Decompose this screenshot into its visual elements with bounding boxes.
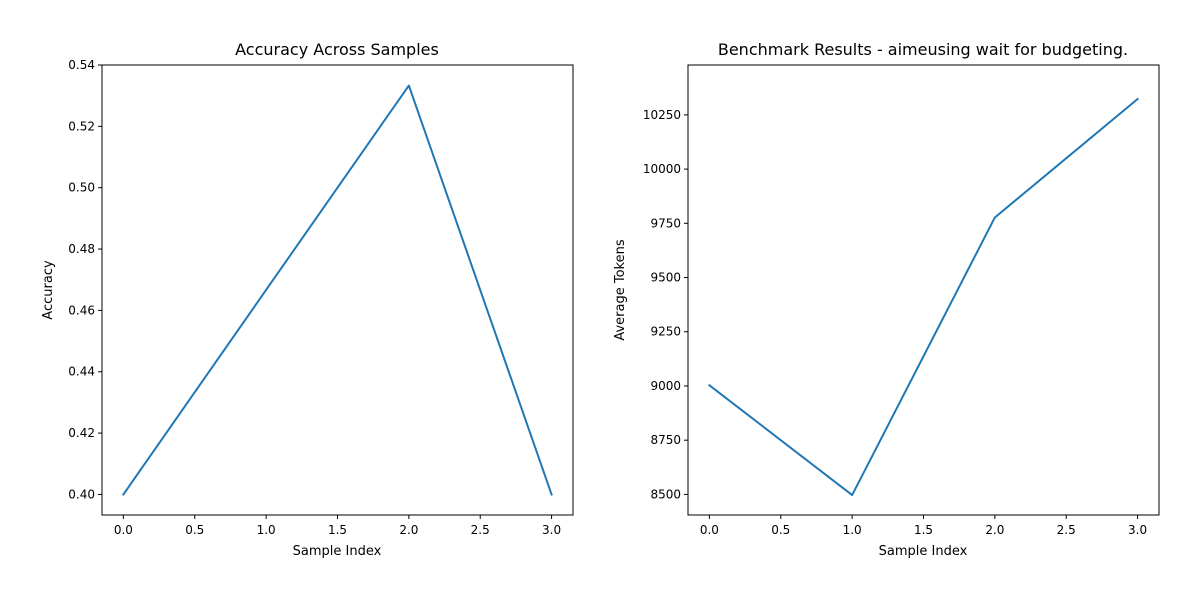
tick-group: 0.0 0.5 1.0 1.5 2.0 2.5 3.0 0.40 0.42 0.44 0.46 0.4… [68, 58, 561, 537]
x-tick-label: 3.0 [1128, 523, 1147, 537]
y-tick-label: 0.50 [68, 181, 95, 195]
x-tick-label: 1.5 [328, 523, 347, 537]
series-line [708, 97, 1139, 497]
x-tick-label: 2.5 [471, 523, 490, 537]
x-tick-label: 2.0 [399, 523, 418, 537]
y-tick-label: 0.40 [68, 487, 95, 501]
x-tick-label: 0.5 [771, 523, 790, 537]
y-tick-label: 0.46 [68, 303, 95, 317]
y-tick-label: 9000 [650, 379, 681, 393]
y-tick-label: 0.48 [68, 242, 95, 256]
y-tick-label: 9750 [650, 216, 681, 230]
accuracy-chart: Accuracy Across Samples 0.0 0.5 1.0 1.5 2.0 2… [41, 40, 574, 559]
x-tick-label: 0.5 [185, 523, 204, 537]
tokens-chart: Benchmark Results - aimeusing wait for b… [613, 40, 1160, 559]
y-tick-label: 0.52 [68, 119, 95, 133]
x-tick-label: 0.0 [114, 523, 133, 537]
x-axis-label: Sample Index [879, 544, 968, 559]
x-tick-label: 3.0 [542, 523, 561, 537]
y-tick-label: 8750 [650, 433, 681, 447]
plot-area-frame [687, 64, 1160, 516]
plot-area-frame [101, 64, 574, 516]
y-tick-label: 0.42 [68, 426, 95, 440]
y-tick-label: 10000 [643, 162, 681, 176]
x-tick-label: 1.0 [257, 523, 276, 537]
series-line [122, 84, 553, 496]
y-tick-label: 8500 [650, 487, 681, 501]
x-tick-label: 2.0 [985, 523, 1004, 537]
x-axis-label: Sample Index [293, 544, 382, 559]
y-tick-label: 10250 [643, 108, 681, 122]
chart-title: Benchmark Results - aimeusing wait for b… [718, 40, 1128, 59]
x-tick-label: 1.0 [843, 523, 862, 537]
y-tick-label: 0.44 [68, 365, 95, 379]
chart-title: Accuracy Across Samples [235, 40, 439, 59]
tick-group: 0.0 0.5 1.0 1.5 2.0 2.5 3.0 8500 8750 9000 9250 950… [643, 108, 1147, 537]
y-axis-label: Accuracy [41, 260, 56, 320]
x-tick-label: 1.5 [914, 523, 933, 537]
y-tick-label: 9250 [650, 325, 681, 339]
y-tick-label: 0.54 [68, 58, 95, 72]
x-tick-label: 0.0 [700, 523, 719, 537]
y-tick-label: 9500 [650, 271, 681, 285]
x-tick-label: 2.5 [1057, 523, 1076, 537]
y-axis-label: Average Tokens [613, 239, 628, 341]
